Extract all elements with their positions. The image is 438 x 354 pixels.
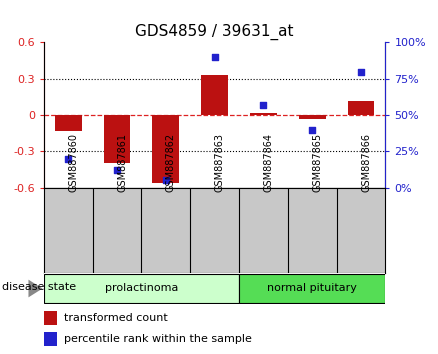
Point: [113, 167, 120, 173]
Bar: [348, 101, 374, 115]
Bar: [55, 115, 81, 131]
Text: GSM887864: GSM887864: [263, 133, 273, 192]
Point: [357, 69, 364, 74]
Bar: [239, 274, 385, 303]
Text: disease state: disease state: [2, 282, 76, 292]
Bar: [201, 75, 228, 115]
Bar: [299, 115, 325, 119]
Point: [260, 102, 267, 108]
Text: percentile rank within the sample: percentile rank within the sample: [64, 334, 252, 344]
Text: prolactinoma: prolactinoma: [105, 283, 178, 293]
Title: GDS4859 / 39631_at: GDS4859 / 39631_at: [135, 23, 294, 40]
Point: [309, 127, 316, 132]
Text: transformed count: transformed count: [64, 313, 168, 323]
Point: [211, 54, 218, 60]
Text: GSM887861: GSM887861: [117, 133, 127, 192]
Bar: [44, 332, 57, 346]
Bar: [152, 115, 179, 183]
Text: normal pituitary: normal pituitary: [267, 283, 357, 293]
Polygon shape: [28, 280, 42, 297]
Point: [65, 156, 72, 161]
Text: GSM887865: GSM887865: [312, 133, 322, 192]
Text: GSM887863: GSM887863: [215, 133, 225, 192]
Text: GSM887862: GSM887862: [166, 133, 176, 192]
Bar: [250, 113, 277, 115]
Point: [162, 178, 170, 183]
Bar: [103, 115, 131, 164]
Text: GSM887866: GSM887866: [361, 133, 371, 192]
Bar: [44, 312, 57, 325]
Bar: [44, 274, 239, 303]
Text: GSM887860: GSM887860: [68, 133, 78, 192]
